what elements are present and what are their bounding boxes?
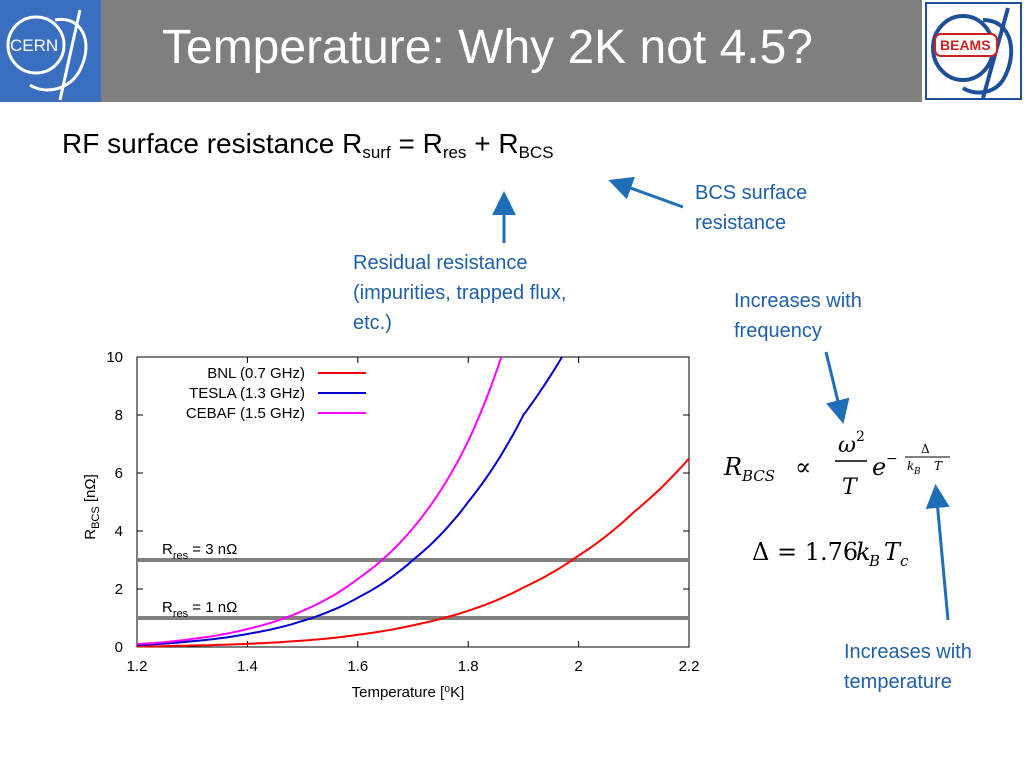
x-tick-label: 2.2 bbox=[679, 658, 700, 675]
y-axis-label: RBCS [nΩ] bbox=[82, 474, 102, 540]
cern-logo-graphic: CERN bbox=[6, 9, 88, 101]
beams-logo-graphic: BEAMS bbox=[925, 2, 1022, 100]
residual-resistance-note: Residual resistance (impurities, trapped… bbox=[353, 248, 653, 338]
arrow-to-rbcs bbox=[608, 176, 684, 209]
cern-logo: CERN bbox=[0, 0, 101, 102]
bcs-note-line-1: BCS surface bbox=[695, 182, 808, 204]
temperature-note-line-1: Increases with bbox=[844, 641, 972, 663]
svg-text:B: B bbox=[913, 467, 921, 477]
x-tick-label: 1.4 bbox=[237, 658, 258, 675]
residual-note-line-2: (impurities, trapped flux, bbox=[353, 282, 567, 304]
frequency-note: Increases with frequency bbox=[734, 286, 934, 346]
residual-note-line-1: Residual resistance bbox=[353, 252, 528, 274]
formula-equals: = R bbox=[390, 128, 443, 159]
surface-resistance-formula: RF surface resistance Rsurf = Rres + RBC… bbox=[62, 128, 554, 162]
y-tick-label: 10 bbox=[106, 349, 123, 366]
beams-logo-text: BEAMS bbox=[940, 37, 991, 53]
x-tick-label: 1.2 bbox=[127, 658, 148, 675]
svg-text:ω: ω bbox=[838, 433, 856, 458]
svg-text:Δ = 1.76: Δ = 1.76 bbox=[752, 538, 858, 566]
formula-sub-bcs: BCS bbox=[518, 143, 554, 162]
svg-text:e: e bbox=[872, 453, 886, 481]
svg-text:R: R bbox=[723, 453, 742, 481]
svg-text:B: B bbox=[868, 552, 880, 570]
svg-text:T: T bbox=[842, 475, 859, 500]
delta-equation: Δ = 1.76 k B T c bbox=[752, 538, 909, 570]
beams-logo: BEAMS bbox=[923, 0, 1024, 102]
page-title: Temperature: Why 2K not 4.5? bbox=[162, 21, 813, 74]
header-bar bbox=[0, 0, 922, 102]
arrow-to-omega bbox=[824, 351, 850, 424]
x-tick-label: 2 bbox=[574, 658, 582, 675]
bcs-surface-resistance-note: BCS surface resistance bbox=[695, 178, 865, 238]
svg-text:k: k bbox=[856, 538, 871, 566]
y-tick-label: 8 bbox=[115, 407, 123, 424]
residual-lines: Rres = 3 nΩ Rres = 1 nΩ bbox=[137, 541, 689, 620]
legend-label: CEBAF (1.5 GHz) bbox=[186, 405, 305, 422]
x-tick-label: 1.6 bbox=[347, 658, 368, 675]
cern-logo-text: CERN bbox=[10, 36, 58, 55]
bcs-curves bbox=[136, 356, 690, 648]
frequency-note-line-2: frequency bbox=[734, 320, 822, 342]
svg-text:BCS: BCS bbox=[741, 467, 775, 485]
arrow-to-exponent bbox=[925, 484, 950, 621]
y-tick-label: 6 bbox=[115, 465, 123, 482]
series-line bbox=[136, 356, 503, 646]
frequency-note-line-1: Increases with bbox=[734, 290, 862, 312]
svg-text:2: 2 bbox=[856, 429, 865, 445]
y-tick-label: 4 bbox=[115, 523, 123, 540]
svg-text:Δ: Δ bbox=[921, 442, 930, 456]
series-line bbox=[136, 356, 563, 646]
svg-text:T: T bbox=[884, 538, 902, 566]
residual-line-label: Rres = 3 nΩ bbox=[162, 541, 237, 562]
temperature-note: Increases with temperature bbox=[844, 637, 1024, 697]
x-tick-label: 1.8 bbox=[458, 658, 479, 675]
axis-ticks: 1.2 1.4 1.6 1.8 2 2.2 0 2 4 6 8 10 bbox=[106, 349, 699, 675]
legend-label: TESLA (1.3 GHz) bbox=[189, 385, 305, 402]
formula-sub-res: res bbox=[442, 143, 467, 162]
rbcs-equation: R BCS ∝ ω 2 T e − Δ k B T bbox=[723, 429, 950, 500]
svg-text:−: − bbox=[886, 451, 898, 467]
x-axis-label: Temperature [⁰K] bbox=[352, 684, 465, 701]
svg-text:k: k bbox=[907, 459, 914, 473]
formula-sub-surf: surf bbox=[362, 143, 391, 162]
plot-area bbox=[136, 356, 690, 648]
y-tick-label: 0 bbox=[115, 639, 123, 656]
svg-text:T: T bbox=[934, 459, 943, 473]
formula-prefix: RF surface resistance R bbox=[62, 128, 363, 159]
svg-text:∝: ∝ bbox=[795, 453, 811, 481]
y-tick-label: 2 bbox=[115, 581, 123, 598]
residual-note-line-3: etc.) bbox=[353, 312, 392, 334]
bcs-note-line-2: resistance bbox=[695, 212, 787, 234]
legend-label: BNL (0.7 GHz) bbox=[207, 365, 305, 382]
svg-text:c: c bbox=[900, 552, 909, 570]
series-line bbox=[137, 457, 690, 648]
formula-plus: + R bbox=[466, 128, 519, 159]
chart-legend: BNL (0.7 GHz) TESLA (1.3 GHz) CEBAF (1.5 G… bbox=[186, 365, 366, 422]
temperature-note-line-2: temperature bbox=[844, 671, 952, 693]
residual-line-label: Rres = 1 nΩ bbox=[162, 599, 237, 620]
